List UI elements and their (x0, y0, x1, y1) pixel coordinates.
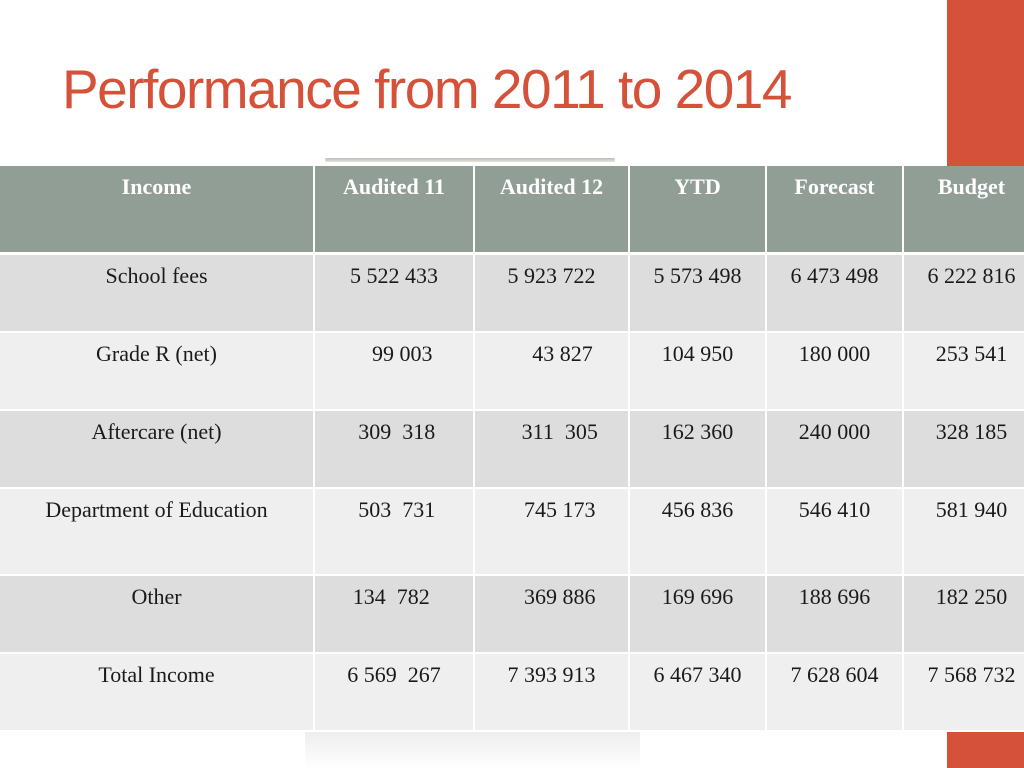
accent-bar-bottom (947, 730, 1024, 768)
header-audited-11: Audited 11 (314, 166, 475, 255)
table-row: School fees 5 522 433 5 923 722 5 573 49… (0, 253, 1024, 333)
decorative-line (325, 158, 615, 162)
row-label: Total Income (0, 653, 315, 732)
cell-ytd: 162 360 (629, 410, 767, 489)
cell-budget: 581 940 (903, 488, 1024, 576)
header-income: Income (0, 166, 315, 255)
row-label: Grade R (net) (0, 332, 315, 411)
table-header-row: Income Audited 11 Audited 12 YTD Forecas… (0, 166, 1024, 255)
cell-audited-12: 745 173 (474, 488, 630, 576)
cell-forecast: 546 410 (766, 488, 904, 576)
cell-audited-12: 5 923 722 (474, 253, 630, 333)
cell-audited-11: 6 569 267 (314, 653, 475, 732)
decorative-shadow (305, 729, 640, 768)
cell-budget: 7 568 732 (903, 653, 1024, 732)
cell-ytd: 104 950 (629, 332, 767, 411)
table-row: Grade R (net) 99 003 43 827 104 950 180 … (0, 332, 1024, 411)
header-forecast: Forecast (766, 166, 904, 255)
table-row-total: Total Income 6 569 267 7 393 913 6 467 3… (0, 653, 1024, 732)
header-audited-12: Audited 12 (474, 166, 630, 255)
cell-audited-11: 309 318 (314, 410, 475, 489)
cell-forecast: 180 000 (766, 332, 904, 411)
cell-budget: 182 250 (903, 575, 1024, 654)
cell-forecast: 7 628 604 (766, 653, 904, 732)
cell-audited-12: 311 305 (474, 410, 630, 489)
row-label: Department of Education (0, 488, 315, 576)
income-table: Income Audited 11 Audited 12 YTD Forecas… (0, 166, 1024, 732)
header-ytd: YTD (629, 166, 767, 255)
cell-forecast: 188 696 (766, 575, 904, 654)
cell-audited-12: 43 827 (474, 332, 630, 411)
cell-forecast: 6 473 498 (766, 253, 904, 333)
cell-audited-12: 7 393 913 (474, 653, 630, 732)
accent-bar-top (947, 0, 1024, 168)
table-row: Department of Education 503 731 745 173 … (0, 488, 1024, 576)
cell-audited-12: 369 886 (474, 575, 630, 654)
cell-audited-11: 503 731 (314, 488, 475, 576)
table-row: Other 134 782 369 886 169 696 188 696 18… (0, 575, 1024, 654)
row-label: Aftercare (net) (0, 410, 315, 489)
cell-ytd: 169 696 (629, 575, 767, 654)
row-label: Other (0, 575, 315, 654)
cell-audited-11: 5 522 433 (314, 253, 475, 333)
cell-ytd: 6 467 340 (629, 653, 767, 732)
cell-audited-11: 99 003 (314, 332, 475, 411)
cell-ytd: 5 573 498 (629, 253, 767, 333)
row-label: School fees (0, 253, 315, 333)
slide-title: Performance from 2011 to 2014 (62, 58, 792, 120)
cell-forecast: 240 000 (766, 410, 904, 489)
cell-audited-11: 134 782 (314, 575, 475, 654)
header-budget: Budget (903, 166, 1024, 255)
cell-budget: 253 541 (903, 332, 1024, 411)
table-row: Aftercare (net) 309 318 311 305 162 360 … (0, 410, 1024, 489)
cell-budget: 328 185 (903, 410, 1024, 489)
cell-budget: 6 222 816 (903, 253, 1024, 333)
cell-ytd: 456 836 (629, 488, 767, 576)
